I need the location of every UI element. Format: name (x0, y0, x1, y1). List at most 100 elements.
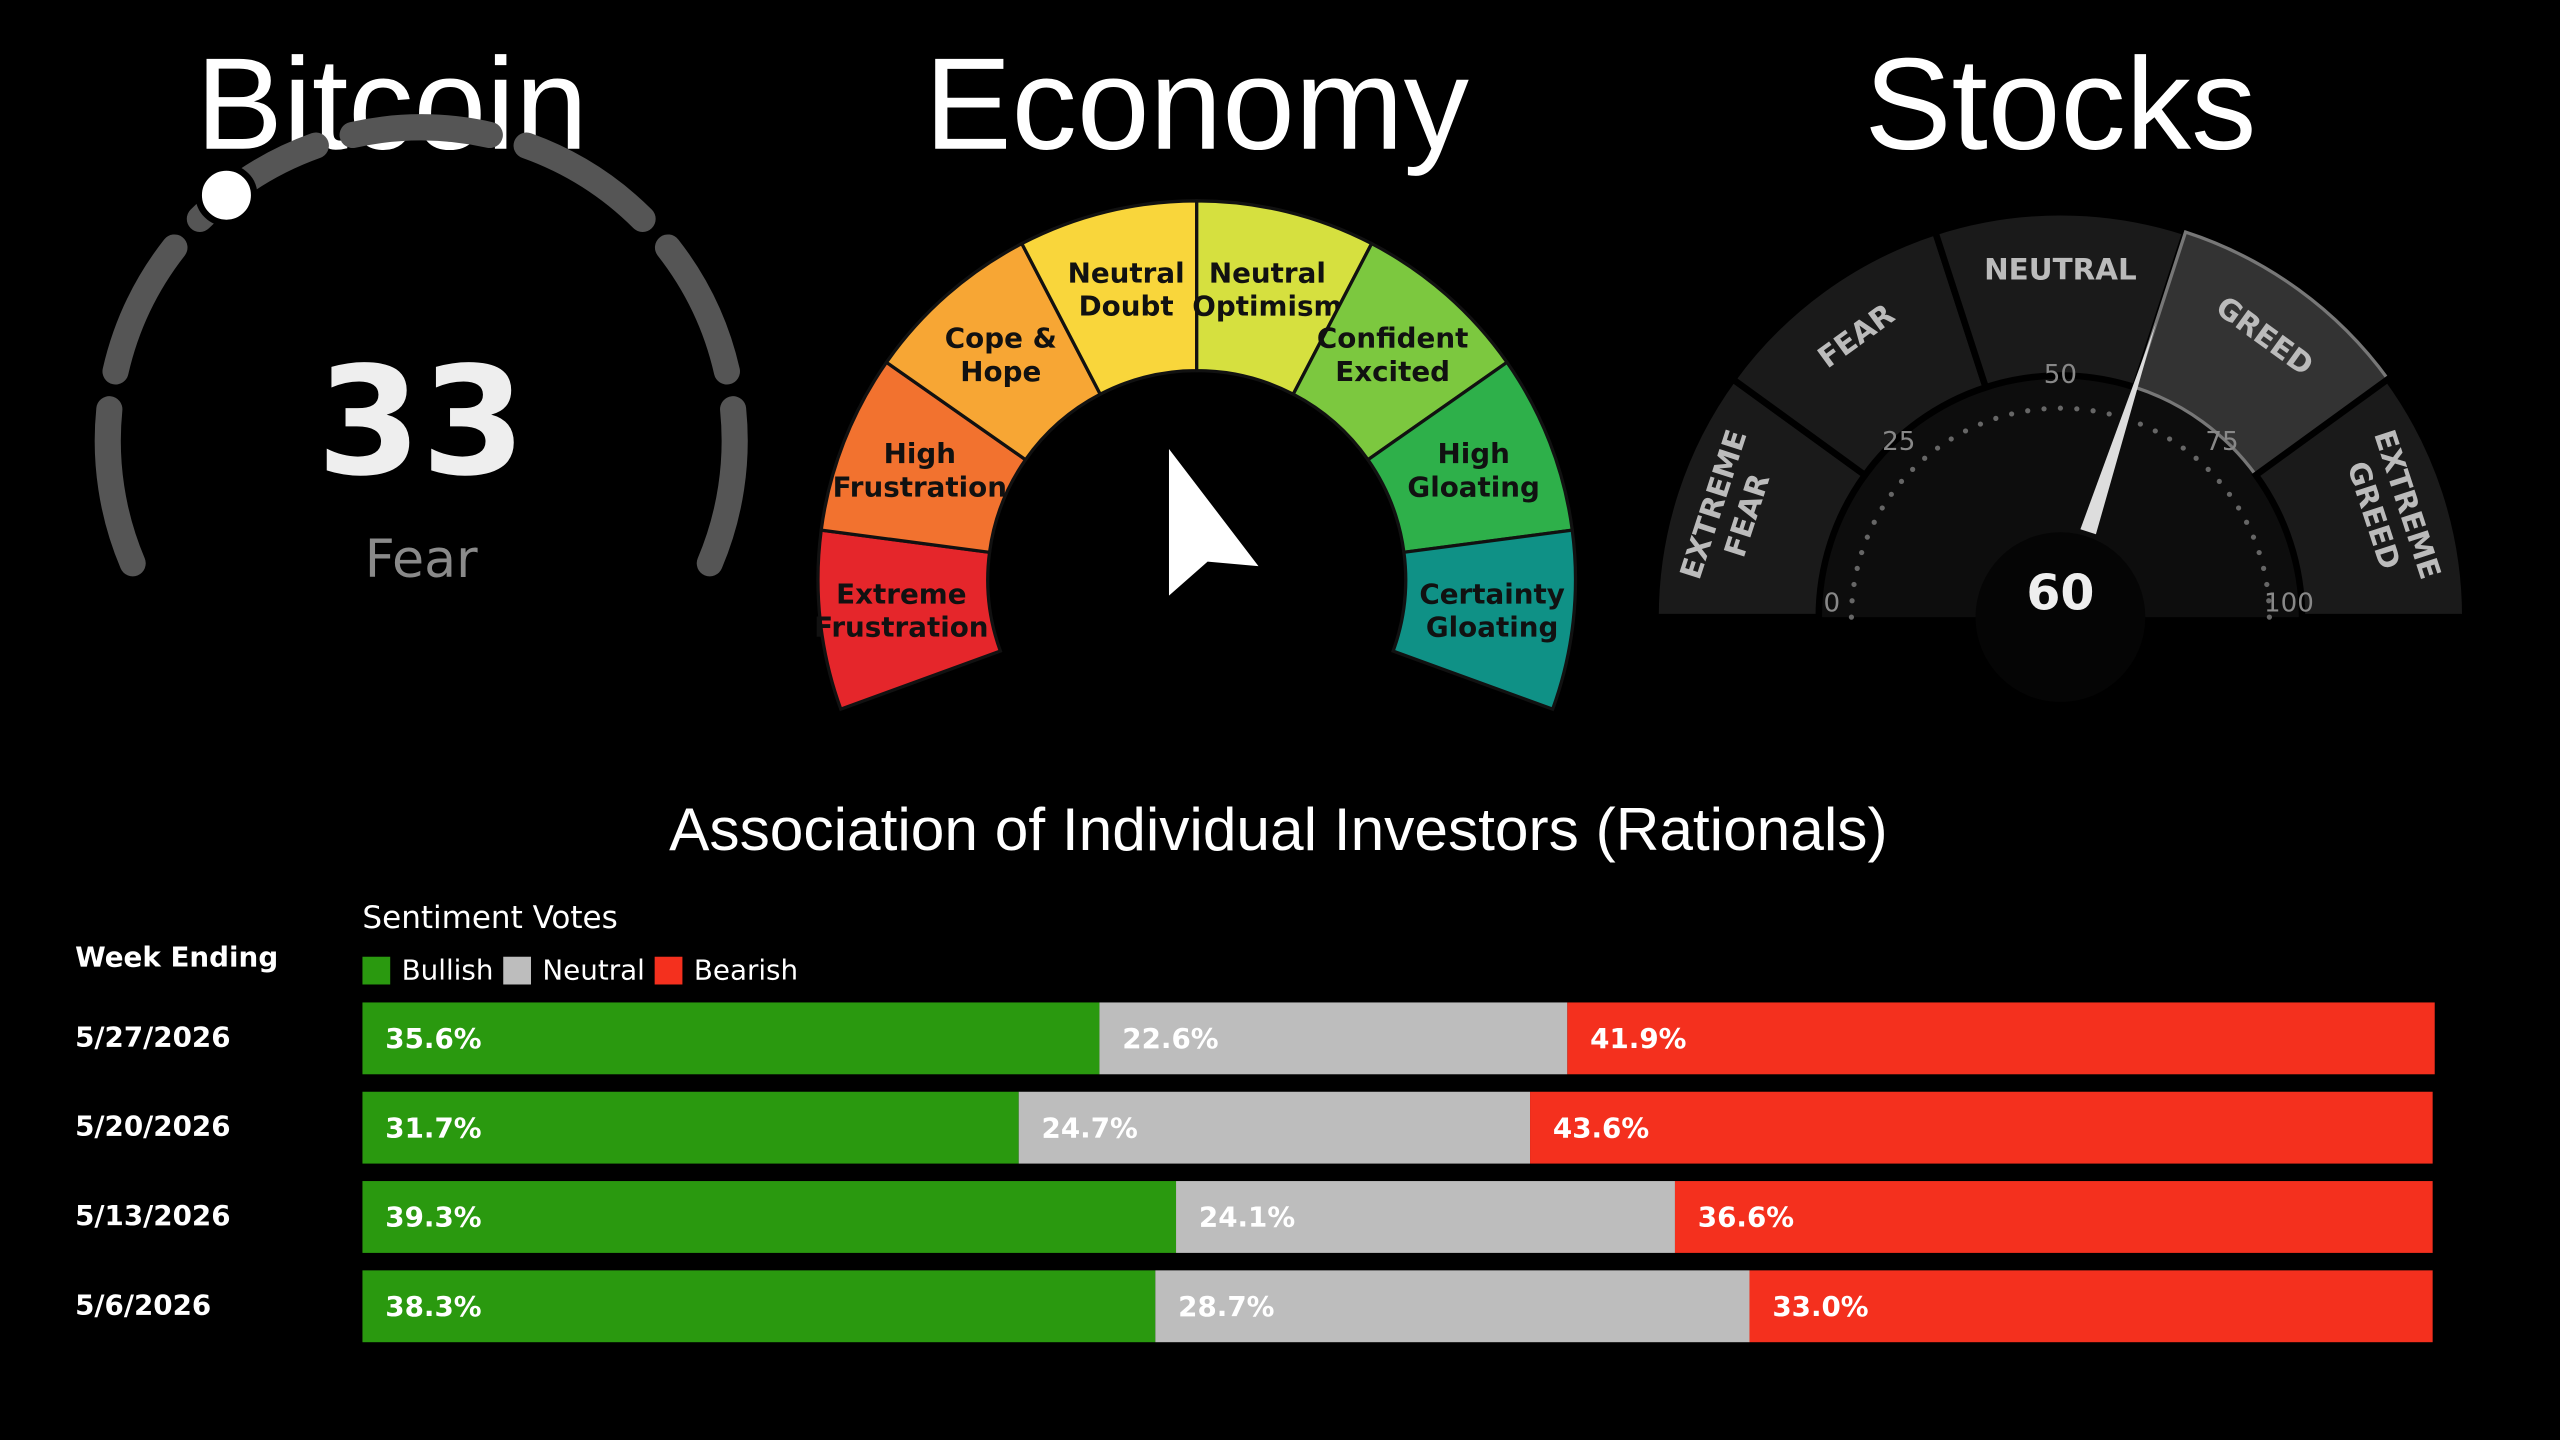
bar-segment (362, 1270, 1156, 1343)
bar-segment (1018, 1091, 1531, 1164)
chart-title: Association of Individual Investors (Rat… (669, 795, 1887, 863)
zone-label: Neutral Optimism (1192, 256, 1342, 322)
dial-label: Fear (365, 530, 478, 590)
category-header: Week Ending (75, 940, 278, 973)
gauge-dot (1864, 534, 1870, 540)
bar-segment (1567, 1002, 2435, 1075)
gauge-dot (2250, 534, 2257, 540)
value-label: 38.3% (385, 1290, 481, 1323)
gauge-dot (2256, 549, 2262, 556)
bar-segment (1530, 1091, 2433, 1164)
gauge-dot (2266, 614, 2272, 620)
gauge-dot (2074, 406, 2080, 412)
legend-swatch (503, 956, 531, 985)
economy-title: Economy (925, 31, 1470, 177)
category-label: 5/27/2026 (75, 1020, 230, 1053)
zone-label: Certainty Gloating (1419, 577, 1564, 643)
value-label: 41.9% (1590, 1022, 1686, 1055)
gauge-value: 60 (2026, 564, 2094, 621)
zone (1391, 528, 1578, 712)
category-label: 5/13/2026 (75, 1199, 230, 1232)
gauge-tick-label: 100 (2264, 589, 2314, 619)
dial-track (102, 234, 188, 385)
gauge-dot (1879, 505, 1885, 511)
value-label: 35.6% (385, 1022, 481, 1055)
gauge-dot (2193, 455, 2199, 461)
gauge-dot (2243, 519, 2250, 525)
value-label: 33.0% (1772, 1290, 1868, 1323)
gauge-dot (2266, 598, 2272, 604)
gauge-dot (1849, 598, 1855, 604)
gauge-dot (1948, 436, 1954, 442)
legend-label: Bearish (694, 953, 798, 986)
gauge-dot (1934, 445, 1941, 451)
value-label: 39.3% (385, 1201, 481, 1234)
gauge-dot (1888, 491, 1894, 497)
zone-label: EXTREMEGREED (2334, 425, 2448, 594)
zone-label: NEUTRAL (1984, 253, 2137, 287)
legend-swatch (654, 956, 683, 985)
gauge-dot (2235, 505, 2242, 511)
bar-segment (362, 1091, 1019, 1164)
gauge-dot (1854, 565, 1860, 571)
dial-value: 33 (317, 336, 526, 510)
gauge-dot (2166, 436, 2173, 442)
gauge-dot (2090, 408, 2096, 414)
zone-label: Confident Excited (1317, 322, 1468, 388)
dial-track (696, 396, 748, 577)
value-label: 24.1% (1199, 1201, 1295, 1234)
value-label: 36.6% (1698, 1201, 1794, 1234)
gauge-dot (1993, 415, 1999, 422)
chart-subtitle: Sentiment Votes (362, 900, 617, 936)
gauge-dot (2261, 565, 2267, 571)
gauge-zone (2251, 374, 2469, 621)
legend-label: Bullish (402, 953, 494, 986)
category-label: 5/20/2026 (75, 1110, 230, 1143)
bar-segment (1749, 1270, 2433, 1343)
charts: 33 Fear Extreme Frustration High Frustration C… (75, 114, 2469, 1343)
value-label: 24.7% (1042, 1111, 1138, 1144)
zone-label: High Frustration (833, 437, 1007, 503)
gauge-dot (1871, 519, 1877, 525)
bar-segment (1155, 1270, 1750, 1343)
dial-track (654, 234, 740, 385)
bar-segment (1176, 1181, 1675, 1253)
dial-track (94, 396, 146, 577)
gauge-dot (2106, 411, 2112, 417)
gauge-tick-label: 25 (1882, 427, 1915, 457)
gauge-dot (2057, 405, 2064, 411)
dial-track (513, 132, 656, 232)
zone-label: Cope & Hope (945, 322, 1057, 388)
gauge-dot (2137, 421, 2143, 427)
zone-label: High Gloating (1407, 437, 1539, 503)
gauge-tick-label: 0 (1824, 589, 1841, 619)
dial-knob (195, 164, 258, 227)
gauge-dot (2009, 411, 2015, 417)
gauge-dot (2025, 408, 2031, 414)
gauge-dot (1859, 549, 1865, 556)
gauge-dot (2226, 491, 2233, 497)
gauge-dot (2216, 478, 2222, 485)
bar-segment (1674, 1181, 2433, 1253)
value-label: 28.7% (1178, 1290, 1274, 1323)
legend-swatch (362, 956, 391, 985)
value-label: 43.6% (1553, 1111, 1649, 1144)
category-label: 5/6/2026 (75, 1288, 211, 1321)
gauge-dot (2205, 466, 2211, 472)
gauge-hub (1975, 532, 2146, 703)
value-label: 22.6% (1122, 1022, 1218, 1055)
zone-label: Extreme Frustration (814, 577, 988, 643)
gauge-tick-label: 75 (2205, 427, 2238, 457)
gauge-dot (1962, 428, 1969, 434)
gauge-dot (2180, 445, 2186, 451)
gauge-tick-label: 50 (2044, 360, 2077, 390)
bar-segment (362, 1002, 1100, 1075)
bar-segment (1099, 1002, 1568, 1075)
gauge-dot (2264, 581, 2270, 588)
stocks-title: Stocks (1864, 31, 2256, 177)
gauge-dot (1851, 581, 1857, 588)
dial-track (339, 114, 503, 149)
gauge-dot (1848, 614, 1855, 620)
